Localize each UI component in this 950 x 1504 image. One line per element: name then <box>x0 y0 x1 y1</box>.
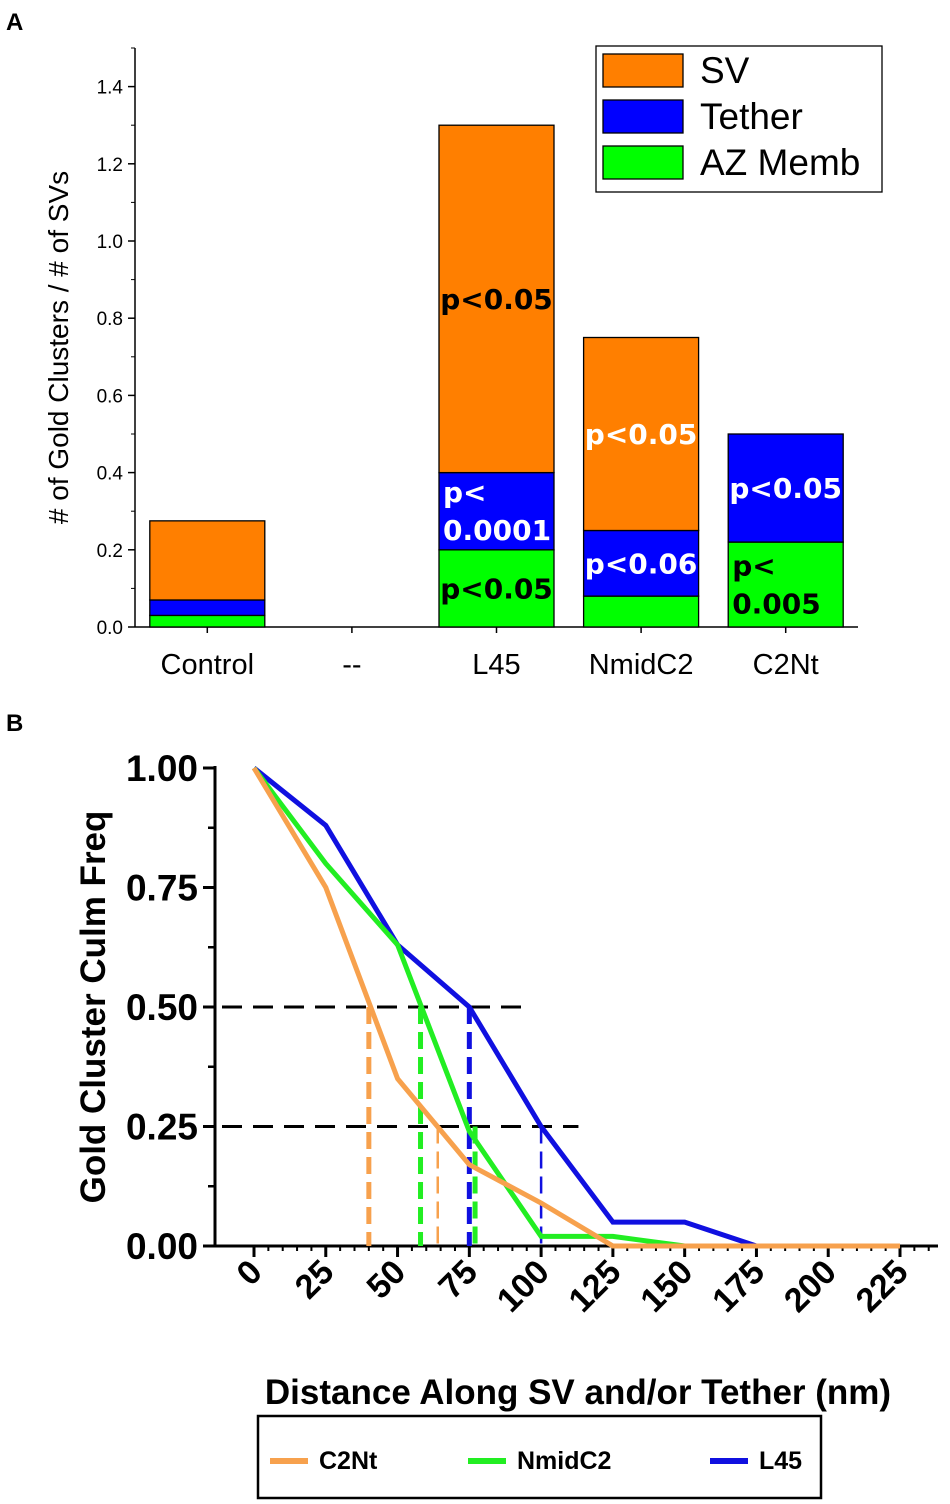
y-axis-label: # of Gold Clusters / # of SVs <box>43 171 74 524</box>
x-tick-label: 200 <box>777 1253 844 1320</box>
series-line-c2nt <box>251 766 900 1249</box>
p-value-annotation: 0.005 <box>732 588 821 621</box>
p-value-annotation: p<0.06 <box>585 547 698 580</box>
bar-az-memb-c2nt <box>727 541 844 628</box>
cumulative-frequency-chart: 0.000.250.500.751.000 25 50 75 100 125 150 175 2… <box>74 748 938 1500</box>
x-tick-label: 225 <box>849 1253 916 1320</box>
p-value-annotation: p<0.05 <box>585 418 698 451</box>
legend-swatch-tether <box>602 99 684 134</box>
y-tick-label: 0.0 <box>97 618 123 639</box>
bar-tether-c2nt <box>727 433 844 543</box>
y-tick-label: 0.4 <box>97 464 124 485</box>
x-category-label: C2Nt <box>753 649 819 681</box>
y-tick-label: 0.8 <box>97 309 123 330</box>
legend-label: L45 <box>759 1447 802 1475</box>
p-value-annotation: 0.0001 <box>443 514 551 547</box>
legend-swatch-sv <box>602 53 684 88</box>
y-tick-label: 1.0 <box>97 232 123 253</box>
x-category-label: L45 <box>472 649 520 681</box>
bar-az-memb-l45 <box>438 549 555 628</box>
legend-label: NmidC2 <box>517 1447 611 1475</box>
legend-swatch-az-memb <box>602 145 684 180</box>
stacked-bar-chart: 0.0 0.2 0.4 0.6 0.8 1.0 1.2 1.4 # of Gold Cluste… <box>43 45 883 681</box>
y-tick-label: 1.4 <box>97 78 124 99</box>
y-tick-label: 0.75 <box>126 868 198 909</box>
x-axis-label: Distance Along SV and/or Tether (nm) <box>265 1373 891 1412</box>
panel-label-a: A <box>6 9 23 36</box>
legend-label: C2Nt <box>319 1447 378 1475</box>
bar-tether-control <box>149 599 266 617</box>
y-axis-label: Gold Cluster Culm Freq <box>74 811 113 1204</box>
bar-sv-l45 <box>438 124 555 474</box>
y-tick-label: 0.6 <box>97 386 123 407</box>
bar-tether-l45 <box>438 471 555 551</box>
p-value-annotation: p< <box>732 550 776 583</box>
x-category-label: NmidC2 <box>589 649 694 681</box>
x-tick-label: 25 <box>288 1253 342 1307</box>
y-tick-label: 0.25 <box>126 1107 198 1148</box>
panel-label-b: B <box>6 710 23 737</box>
y-tick-label: 1.2 <box>97 155 123 176</box>
p-value-annotation: p< <box>443 476 487 509</box>
legend-label: SV <box>700 50 750 91</box>
x-category-label: Control <box>161 649 255 681</box>
x-tick-label: 75 <box>431 1253 485 1307</box>
x-tick-label: 100 <box>490 1253 557 1320</box>
bar-az-memb-nmidc2 <box>582 595 700 628</box>
y-tick-label: 0.00 <box>126 1226 198 1267</box>
p-value-annotation: p<0.05 <box>440 572 553 605</box>
bar-sv-nmidc2 <box>582 336 700 532</box>
bar-tether-nmidc2 <box>582 529 700 597</box>
x-tick-label: 0 <box>229 1253 269 1293</box>
x-tick-label: 150 <box>633 1253 700 1320</box>
bar-az-memb-control <box>149 614 266 628</box>
x-category-label: -- <box>342 649 361 681</box>
x-tick-label: 125 <box>562 1253 629 1320</box>
y-tick-label: 0.2 <box>97 541 123 562</box>
legend-label: AZ Memb <box>700 142 860 183</box>
p-value-annotation: p<0.05 <box>729 472 842 505</box>
y-tick-label: 1.00 <box>126 748 198 789</box>
p-value-annotation: p<0.05 <box>440 283 553 316</box>
y-tick-label: 0.50 <box>126 987 198 1028</box>
x-tick-label: 175 <box>705 1253 772 1320</box>
bar-sv-control <box>149 520 266 601</box>
legend-box <box>256 1414 823 1500</box>
x-tick-label: 50 <box>360 1253 414 1307</box>
legend-label: Tether <box>700 96 803 137</box>
